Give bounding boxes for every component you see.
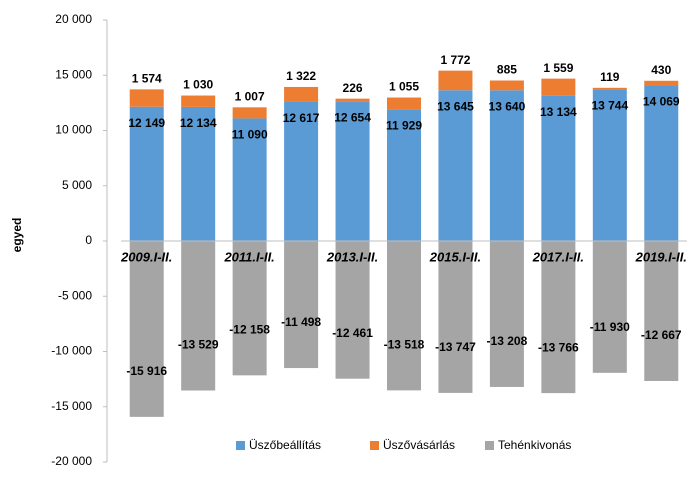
data-label: 430: [651, 63, 671, 77]
bar-segment: [232, 107, 267, 119]
legend-label: Üszőbeállítás: [249, 438, 321, 452]
data-label: 13 134: [540, 105, 577, 119]
bar-segment: [387, 109, 421, 242]
bar-segment: [129, 89, 164, 107]
bar-segment: [438, 90, 473, 241]
x-tick-label: 2017.I-II.: [532, 249, 584, 264]
data-label: 12 134: [180, 116, 217, 130]
bar-segment: [335, 101, 370, 241]
bar-segment: [541, 241, 576, 394]
y-tick-label: -20 000: [51, 454, 92, 468]
data-label: 1 574: [132, 72, 162, 86]
data-label: 1 322: [286, 69, 316, 83]
x-tick-label: 2011.I-II.: [223, 249, 274, 264]
data-label: -11 930: [590, 320, 630, 334]
bar-segment: [592, 89, 627, 241]
data-label: -13 208: [487, 334, 528, 348]
bar-segment: [644, 80, 679, 86]
bar-segment: [335, 98, 370, 102]
bar-segment: [438, 241, 473, 393]
y-tick-label: -15 000: [51, 399, 92, 413]
bar-segment: [181, 106, 216, 241]
bar-segment: [181, 241, 216, 391]
bar-segment: [489, 90, 524, 241]
x-tick-label: 2009.I-II.: [120, 249, 172, 264]
data-label: 1 055: [389, 80, 419, 94]
legend-swatch: [485, 441, 494, 450]
data-label: 885: [497, 63, 517, 77]
bar-segment: [181, 95, 216, 107]
bar-segment: [592, 241, 627, 373]
data-label: 1 007: [235, 90, 265, 104]
bar-segment: [335, 241, 370, 379]
bar-segment: [129, 241, 164, 417]
legend-label: Üszővásárlás: [383, 438, 455, 452]
data-label: 11 090: [232, 128, 268, 142]
bar-segment: [541, 78, 576, 96]
y-axis-label: egyed: [10, 218, 24, 253]
bar-segment: [644, 85, 679, 241]
bar-segment: [541, 95, 576, 242]
data-label: 119: [600, 70, 620, 84]
y-tick-label: 20 000: [55, 12, 92, 26]
data-label: 1 772: [440, 53, 470, 67]
data-label: -12 158: [229, 323, 270, 337]
data-label: 11 929: [386, 118, 422, 132]
y-tick-label: -10 000: [51, 344, 92, 358]
bar-segment: [438, 70, 473, 91]
x-tick-label: 2015.I-II.: [429, 249, 481, 264]
data-label: -13 529: [178, 338, 219, 352]
bar-segment: [644, 241, 679, 381]
bar-segment: [232, 118, 267, 241]
data-label: -15 916: [126, 364, 167, 378]
data-label: 14 069: [643, 95, 680, 109]
data-label: -13 518: [384, 338, 425, 352]
data-label: 13 640: [489, 99, 526, 113]
y-tick-label: 15 000: [55, 67, 92, 81]
bar-segment: [387, 241, 421, 391]
y-tick-label: 5 000: [62, 178, 92, 192]
legend-label: Tehénkivonás: [498, 438, 571, 452]
bar-segment: [592, 87, 627, 90]
x-tick-label: 2019.I-II.: [635, 249, 687, 264]
data-label: 12 617: [283, 111, 320, 125]
data-label: 1 559: [543, 61, 573, 75]
legend-swatch: [370, 441, 379, 450]
data-label: -13 766: [538, 340, 579, 354]
data-label: -13 747: [435, 340, 476, 354]
y-tick-label: 10 000: [55, 123, 92, 137]
legend-swatch: [236, 441, 245, 450]
y-tick-label: -5 000: [58, 288, 92, 302]
bar-segment: [489, 80, 524, 91]
y-tick-label: 0: [85, 233, 92, 247]
bar-segment: [284, 241, 319, 369]
bar-segment: [232, 241, 267, 376]
bar-segment: [284, 86, 319, 102]
data-label: -12 667: [641, 328, 682, 342]
bar-segment: [387, 97, 421, 110]
bar-segment: [129, 106, 164, 242]
bar-segment: [284, 101, 319, 241]
x-tick-label: 2013.I-II.: [326, 249, 378, 264]
data-label: -11 498: [281, 315, 321, 329]
data-label: 12 654: [334, 110, 371, 124]
data-label: 226: [343, 81, 363, 95]
data-label: 13 744: [591, 98, 628, 112]
data-label: 13 645: [437, 99, 474, 113]
data-label: 1 030: [183, 78, 213, 92]
bar-segment: [489, 241, 524, 387]
data-label: -12 461: [332, 326, 373, 340]
data-label: 12 149: [128, 116, 165, 130]
